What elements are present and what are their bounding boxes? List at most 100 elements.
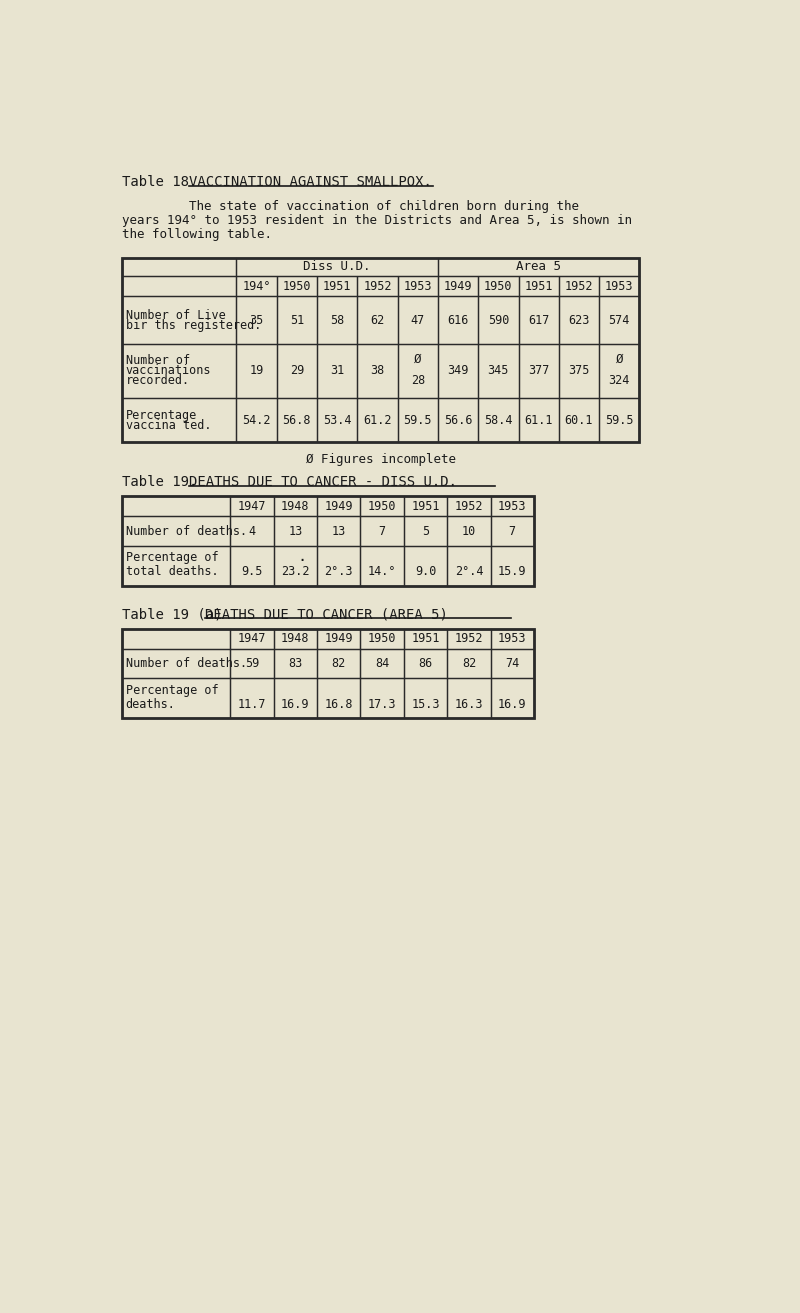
Text: Percentage: Percentage: [126, 408, 197, 421]
Bar: [358, 344, 398, 398]
Text: 1949: 1949: [325, 500, 353, 513]
Text: 82: 82: [331, 656, 346, 670]
Bar: [122, 496, 534, 586]
Text: 61.2: 61.2: [363, 414, 392, 427]
Text: DEATHS DUE TO CANCER (AREA 5): DEATHS DUE TO CANCER (AREA 5): [205, 607, 447, 621]
Text: Percentage of: Percentage of: [126, 684, 218, 697]
Bar: [317, 276, 358, 297]
Bar: [478, 344, 518, 398]
Bar: [122, 257, 237, 276]
Text: Table 19 (a): Table 19 (a): [122, 607, 222, 621]
Text: 15.3: 15.3: [411, 697, 440, 710]
Bar: [404, 629, 447, 649]
Bar: [447, 496, 490, 516]
Bar: [122, 649, 230, 678]
Bar: [230, 546, 274, 586]
Text: 83: 83: [288, 656, 302, 670]
Text: Number of deaths.: Number of deaths.: [126, 656, 246, 670]
Text: 616: 616: [447, 314, 469, 327]
Bar: [558, 297, 599, 344]
Bar: [277, 276, 317, 297]
Bar: [122, 546, 230, 586]
Text: years 194° to 1953 resident in the Districts and Area 5, is shown in: years 194° to 1953 resident in the Distr…: [122, 214, 632, 227]
Bar: [398, 297, 438, 344]
Bar: [447, 516, 490, 546]
Bar: [277, 344, 317, 398]
Bar: [358, 276, 398, 297]
Bar: [490, 629, 534, 649]
Text: 617: 617: [528, 314, 550, 327]
Bar: [317, 649, 360, 678]
Text: 62: 62: [370, 314, 385, 327]
Bar: [122, 257, 639, 442]
Bar: [274, 678, 317, 718]
Bar: [490, 496, 534, 516]
Bar: [599, 398, 639, 442]
Text: 349: 349: [447, 364, 469, 377]
Text: 61.1: 61.1: [525, 414, 553, 427]
Text: 51: 51: [290, 314, 304, 327]
Bar: [230, 649, 274, 678]
Text: 1951: 1951: [323, 280, 351, 293]
Text: 59.5: 59.5: [403, 414, 432, 427]
Text: Number of Live: Number of Live: [126, 309, 226, 322]
Bar: [237, 398, 277, 442]
Text: Table 19.: Table 19.: [122, 475, 197, 488]
Text: 60.1: 60.1: [565, 414, 594, 427]
Text: 590: 590: [488, 314, 509, 327]
Text: 58: 58: [330, 314, 344, 327]
Text: 9.5: 9.5: [242, 565, 262, 578]
Bar: [438, 297, 478, 344]
Text: 7: 7: [378, 524, 386, 537]
Bar: [317, 516, 360, 546]
Bar: [274, 629, 317, 649]
Text: 56.6: 56.6: [444, 414, 472, 427]
Text: 82: 82: [462, 656, 476, 670]
Text: 1953: 1953: [498, 633, 526, 645]
Text: 53.4: 53.4: [323, 414, 351, 427]
Text: DEATHS DUE TO CANCER - DISS U.D.: DEATHS DUE TO CANCER - DISS U.D.: [189, 475, 457, 488]
Text: 1953: 1953: [403, 280, 432, 293]
Bar: [122, 344, 237, 398]
Text: 35: 35: [250, 314, 264, 327]
Bar: [277, 297, 317, 344]
Bar: [478, 398, 518, 442]
Bar: [358, 297, 398, 344]
Text: 23.2: 23.2: [281, 565, 310, 578]
Text: 377: 377: [528, 364, 550, 377]
Bar: [122, 276, 237, 297]
Text: 54.2: 54.2: [242, 414, 270, 427]
Bar: [478, 297, 518, 344]
Bar: [447, 649, 490, 678]
Bar: [518, 398, 558, 442]
Text: 1952: 1952: [454, 500, 483, 513]
Text: 7: 7: [509, 524, 516, 537]
Bar: [447, 678, 490, 718]
Text: The state of vaccination of children born during the: The state of vaccination of children bor…: [189, 200, 579, 213]
Text: 2°.3: 2°.3: [325, 565, 353, 578]
Bar: [317, 496, 360, 516]
Text: 59: 59: [245, 656, 259, 670]
Bar: [122, 297, 237, 344]
Text: 16.9: 16.9: [281, 697, 310, 710]
Text: 1948: 1948: [281, 633, 310, 645]
Text: 345: 345: [488, 364, 509, 377]
Bar: [438, 398, 478, 442]
Bar: [358, 398, 398, 442]
Bar: [237, 297, 277, 344]
Text: 4: 4: [248, 524, 255, 537]
Bar: [404, 496, 447, 516]
Text: 1951: 1951: [411, 633, 440, 645]
Bar: [599, 344, 639, 398]
Bar: [404, 649, 447, 678]
Bar: [490, 516, 534, 546]
Bar: [122, 496, 230, 516]
Bar: [317, 678, 360, 718]
Bar: [398, 276, 438, 297]
Text: 59.5: 59.5: [605, 414, 634, 427]
Text: 1950: 1950: [484, 280, 513, 293]
Bar: [447, 546, 490, 586]
Text: .: .: [297, 549, 306, 565]
Bar: [361, 649, 404, 678]
Text: Table 18.: Table 18.: [122, 175, 197, 189]
